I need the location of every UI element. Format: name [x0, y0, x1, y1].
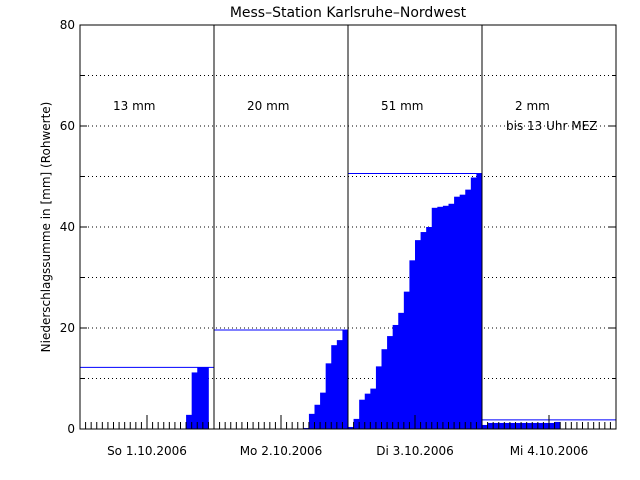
- bar-3-1: [487, 422, 494, 429]
- bar-2-16: [437, 206, 444, 429]
- labels: So 1.10.2006 13 mm Mo 2.10.2006 20 mm Di 3.1…: [60, 18, 598, 458]
- bar-2-10: [403, 291, 410, 429]
- bar-3-10: [537, 422, 544, 429]
- day-total-label: 13 mm: [113, 99, 155, 113]
- bar-3-9: [532, 422, 539, 429]
- bar-3-12: [549, 422, 555, 429]
- bar-2-13: [420, 232, 427, 429]
- day-label: Mo 2.10.2006: [240, 444, 323, 458]
- bar-3-7: [521, 422, 528, 429]
- axes: [79, 24, 617, 430]
- bar-0-19: [186, 414, 193, 429]
- bar-2-18: [448, 203, 455, 429]
- bar-2-9: [398, 312, 405, 429]
- bar-2-11: [409, 260, 416, 429]
- bar-3-0: [482, 424, 488, 429]
- bar-3-6: [515, 422, 522, 429]
- bar-2-23: [476, 173, 483, 429]
- bar-1-23: [342, 330, 349, 429]
- y-tick-label: 0: [67, 422, 75, 436]
- bar-1-22: [336, 340, 343, 429]
- bar-3-5: [509, 422, 516, 429]
- bar-3-4: [504, 422, 511, 429]
- bar-3-8: [526, 422, 533, 429]
- bar-2-2: [359, 399, 366, 429]
- bar-3-13: [554, 421, 561, 429]
- bar-2-0: [348, 426, 354, 429]
- bar-2-6: [381, 349, 388, 429]
- day-label: Di 3.10.2006: [376, 444, 453, 458]
- y-tick-label: 20: [60, 321, 75, 335]
- day-total-label: 2 mm: [515, 99, 550, 113]
- bar-0-21: [197, 367, 204, 429]
- bar-2-17: [442, 205, 449, 429]
- bar-2-5: [375, 366, 382, 429]
- day-label: Mi 4.10.2006: [510, 444, 589, 458]
- bar-1-18: [314, 404, 321, 429]
- bar-1-20: [325, 363, 332, 429]
- bar-1-16: [303, 427, 310, 429]
- y-tick-label: 60: [60, 119, 75, 133]
- bar-3-3: [498, 422, 505, 429]
- bar-1-21: [331, 345, 338, 429]
- bar-2-15: [431, 207, 438, 429]
- bar-2-19: [454, 196, 461, 429]
- reference-lines: [80, 172, 616, 421]
- y-tick-label: 40: [60, 220, 75, 234]
- bar-1-17: [308, 413, 315, 429]
- bars: [186, 173, 561, 429]
- bar-2-21: [465, 189, 472, 429]
- bar-0-22: [202, 367, 209, 429]
- bar-1-19: [320, 392, 327, 429]
- bar-2-7: [387, 336, 394, 429]
- bar-2-8: [392, 324, 399, 429]
- bar-0-20: [191, 372, 198, 429]
- bar-2-1: [353, 418, 360, 429]
- y-axis-label: Niederschlagssumme in [mm] (Rohwerte): [39, 102, 53, 353]
- bar-3-2: [493, 422, 500, 429]
- day-note: bis 13 Uhr MEZ: [506, 119, 597, 133]
- bar-3-11: [543, 422, 550, 429]
- bar-2-4: [370, 388, 377, 429]
- day-label: So 1.10.2006: [107, 444, 187, 458]
- bar-2-22: [470, 177, 477, 429]
- bar-2-14: [426, 227, 433, 429]
- y-tick-label: 80: [60, 18, 75, 32]
- chart-title: Mess–Station Karlsruhe–Nordwest: [230, 5, 467, 21]
- bar-2-20: [459, 194, 466, 429]
- day-total-label: 51 mm: [381, 99, 423, 113]
- bar-2-12: [415, 240, 421, 429]
- day-total-label: 20 mm: [247, 99, 289, 113]
- bar-2-3: [364, 393, 371, 429]
